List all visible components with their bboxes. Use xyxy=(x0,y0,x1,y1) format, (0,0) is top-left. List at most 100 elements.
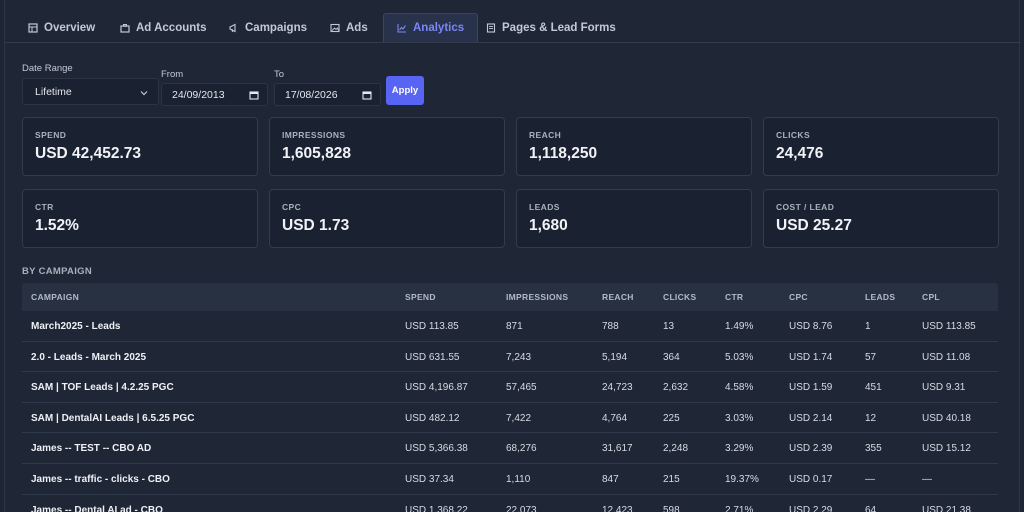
stat-card-spend: SPEND USD 42,452.73 xyxy=(22,117,258,176)
date-range-value: Lifetime xyxy=(35,85,72,98)
table-row[interactable]: SAM | DentalAI Leads | 6.5.25 PGC USD 482… xyxy=(22,403,998,434)
stat-value: USD 25.27 xyxy=(776,217,852,234)
stat-card-cpc: CPC USD 1.73 xyxy=(269,189,505,248)
stat-value: 1,118,250 xyxy=(529,145,598,162)
stat-label: IMPRESSIONS xyxy=(282,130,346,140)
table-row[interactable]: SAM | TOF Leads | 4.2.25 PGC USD 4,196.87… xyxy=(22,372,998,403)
cell-campaign: SAM | TOF Leads | 4.2.25 PGC xyxy=(31,382,174,394)
stat-card-leads: LEADS 1,680 xyxy=(516,189,752,248)
cell-ctr: 2.71% xyxy=(725,504,754,512)
stat-value: USD 1.73 xyxy=(282,217,350,234)
column-header[interactable]: REACH xyxy=(602,292,634,302)
cell-campaign: James -- TEST -- CBO AD xyxy=(31,443,152,455)
cell-reach: 12,423 xyxy=(602,504,633,512)
cell-ctr: 1.49% xyxy=(725,321,754,332)
column-header[interactable]: CLICKS xyxy=(663,292,697,302)
tab-campaigns[interactable]: Campaigns xyxy=(216,13,320,42)
cell-reach: 31,617 xyxy=(602,443,633,455)
cell-cpl: USD 11.08 xyxy=(922,351,971,363)
cell-campaign: March2025 - Leads xyxy=(31,321,121,332)
cell-reach: 4,764 xyxy=(602,412,628,424)
table-row[interactable]: March2025 - Leads USD 113.85 871 788 13 1.49%… xyxy=(22,311,998,342)
cell-clicks: 215 xyxy=(663,473,680,485)
section-title: BY CAMPAIGN xyxy=(22,266,92,277)
briefcase-icon xyxy=(120,23,130,33)
column-header[interactable]: SPEND xyxy=(405,292,436,302)
analytics-panel: Overview Ad Accounts Campaigns Ads Analy… xyxy=(4,0,1021,512)
cell-leads: 64 xyxy=(865,504,877,512)
cell-clicks: 598 xyxy=(663,504,680,512)
cell-cpl: USD 15.12 xyxy=(922,443,971,455)
cell-impressions: 68,276 xyxy=(506,443,537,455)
cell-ctr: 5.03% xyxy=(725,351,754,363)
to-label: To xyxy=(274,69,285,80)
stat-card-reach: REACH 1,118,250 xyxy=(516,117,752,176)
table-row[interactable]: James -- Dental AI ad - CBO USD 1,368.22 2… xyxy=(22,495,998,512)
column-header[interactable]: LEADS xyxy=(865,292,896,302)
column-header[interactable]: CAMPAIGN xyxy=(31,292,80,302)
column-header[interactable]: CTR xyxy=(725,292,744,302)
cell-campaign: James -- traffic - clicks - CBO xyxy=(31,473,170,485)
tab-pages-lead-forms[interactable]: Pages & Lead Forms xyxy=(473,13,629,42)
cell-clicks: 2,632 xyxy=(663,382,689,394)
tab-label: Analytics xyxy=(413,22,465,34)
cell-spend: USD 631.55 xyxy=(405,351,460,363)
cell-impressions: 57,465 xyxy=(506,382,537,394)
stat-value: 1,605,828 xyxy=(282,145,351,162)
apply-button[interactable]: Apply xyxy=(386,76,424,105)
cell-campaign: 2.0 - Leads - March 2025 xyxy=(31,351,147,363)
to-date-input[interactable]: 17/08/2026 xyxy=(274,83,381,106)
cell-ctr: 3.03% xyxy=(725,412,754,424)
cell-cpc: USD 2.29 xyxy=(789,504,833,512)
tab-bar: Overview Ad Accounts Campaigns Ads Analy… xyxy=(5,0,1021,43)
column-header[interactable]: IMPRESSIONS xyxy=(506,292,569,302)
stat-value: 1.52% xyxy=(35,217,79,234)
from-date-value: 24/09/2013 xyxy=(172,88,225,101)
table-row[interactable]: 2.0 - Leads - March 2025 USD 631.55 7,243 5… xyxy=(22,342,998,373)
date-range-select[interactable]: Lifetime xyxy=(22,78,159,105)
table-row[interactable]: James -- TEST -- CBO AD USD 5,366.38 68,27… xyxy=(22,433,998,464)
cell-campaign: James -- Dental AI ad - CBO xyxy=(31,504,163,512)
cell-spend: USD 113.85 xyxy=(405,321,459,332)
tab-label: Overview xyxy=(44,21,96,34)
megaphone-icon xyxy=(229,23,239,33)
tab-ad-accounts[interactable]: Ad Accounts xyxy=(107,13,220,42)
table-header: CAMPAIGN SPEND IMPRESSIONS REACH CLICKS … xyxy=(22,283,998,311)
stat-card-impressions: IMPRESSIONS 1,605,828 xyxy=(269,117,505,176)
cell-impressions: 22,073 xyxy=(506,504,537,512)
table-body: March2025 - Leads USD 113.85 871 788 13 1.49%… xyxy=(22,311,998,512)
column-header[interactable]: CPC xyxy=(789,292,808,302)
cell-cpl: USD 113.85 xyxy=(922,321,976,332)
to-date-value: 17/08/2026 xyxy=(285,88,338,101)
calendar-icon[interactable] xyxy=(249,90,259,100)
stat-label: CTR xyxy=(35,202,54,212)
cell-cpc: USD 1.74 xyxy=(789,351,833,363)
tab-analytics[interactable]: Analytics xyxy=(383,13,479,42)
stat-card-cost-per-lead: COST / LEAD USD 25.27 xyxy=(763,189,999,248)
cell-reach: 24,723 xyxy=(602,382,633,394)
cell-cpl: USD 21.38 xyxy=(922,504,971,512)
cell-leads: 355 xyxy=(865,443,882,455)
cell-spend: USD 482.12 xyxy=(405,412,460,424)
cell-impressions: 871 xyxy=(506,321,523,332)
form-icon xyxy=(486,22,496,33)
table-row[interactable]: James -- traffic - clicks - CBO USD 37.34… xyxy=(22,464,998,495)
date-range-label: Date Range xyxy=(22,63,73,74)
tab-ads[interactable]: Ads xyxy=(317,13,381,42)
cell-impressions: 7,422 xyxy=(506,412,532,424)
tab-overview[interactable]: Overview xyxy=(15,13,108,42)
cell-impressions: 7,243 xyxy=(506,351,532,363)
cell-cpl: USD 9.31 xyxy=(922,382,966,394)
chevron-down-icon xyxy=(140,88,148,96)
from-date-input[interactable]: 24/09/2013 xyxy=(161,83,268,106)
calendar-icon[interactable] xyxy=(362,90,372,100)
tab-label: Ads xyxy=(346,21,368,34)
stat-card-clicks: CLICKS 24,476 xyxy=(763,117,999,176)
column-header[interactable]: CPL xyxy=(922,292,940,302)
cell-cpc: USD 1.59 xyxy=(789,382,833,394)
cell-leads: 1 xyxy=(865,321,871,332)
cell-cpc: USD 2.39 xyxy=(789,443,833,455)
cell-clicks: 2,248 xyxy=(663,443,689,455)
cell-reach: 788 xyxy=(602,321,619,332)
tab-label: Campaigns xyxy=(245,21,307,34)
